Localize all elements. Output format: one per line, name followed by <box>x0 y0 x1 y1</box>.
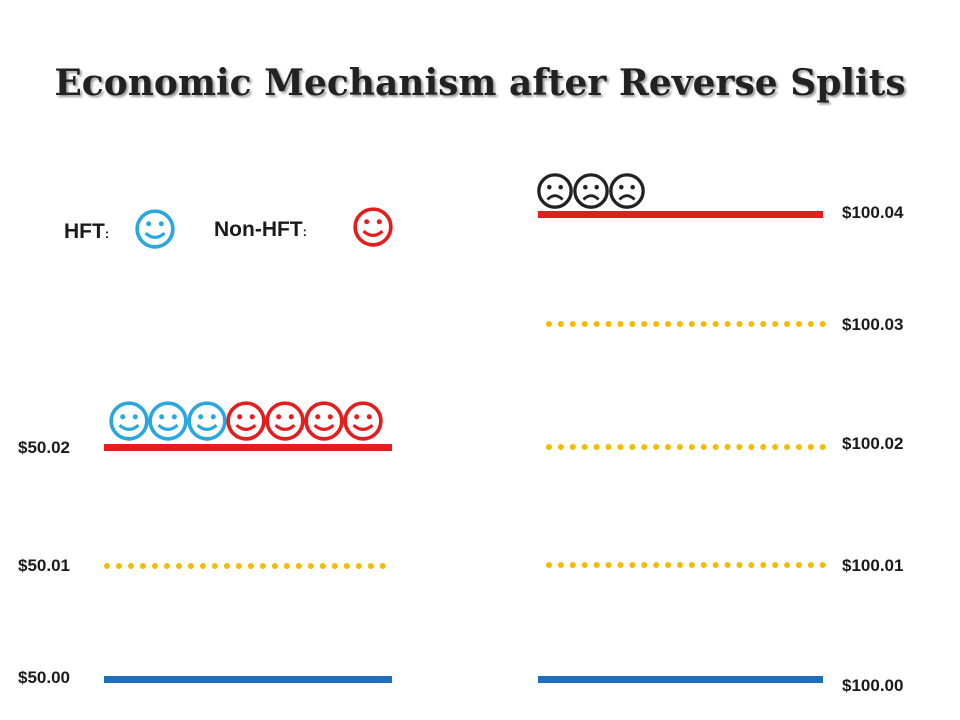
right-price-label: $100.00 <box>842 676 904 695</box>
right-tick-line <box>546 321 826 333</box>
hft-smiley-icon <box>186 400 228 442</box>
sad-face-icon <box>572 172 610 210</box>
right-tick-line <box>546 562 826 574</box>
left-tick-line <box>104 563 386 575</box>
nonhft-smiley-icon <box>342 400 384 442</box>
left-price-label: $50.00 <box>18 668 70 687</box>
left-trader-queue <box>108 400 398 444</box>
right-price-label: $100.03 <box>842 315 904 334</box>
sad-face-icon <box>608 172 646 210</box>
right-trader-queue <box>536 172 666 212</box>
sad-face-icon <box>536 172 574 210</box>
legend-hft-label: HFT <box>64 220 105 243</box>
hft-smiley-icon <box>147 400 189 442</box>
left-bid-line <box>104 676 392 683</box>
nonhft-smiley-icon <box>264 400 306 442</box>
nonhft-smiley-icon <box>352 206 394 253</box>
legend-nonhft-colon: : <box>302 224 307 239</box>
right-price-label: $100.01 <box>842 556 904 575</box>
hft-smiley-icon <box>108 400 150 442</box>
page-title: Economic Mechanism after Reverse Splits <box>54 62 906 104</box>
left-price-label: $50.01 <box>18 556 70 575</box>
left-ask-line <box>104 444 392 451</box>
legend-hft-colon: : <box>104 226 110 241</box>
legend-nonhft: Non-HFT: <box>214 218 307 242</box>
nonhft-smiley-icon <box>303 400 345 442</box>
legend-hft: HFT: <box>64 220 109 244</box>
right-tick-line <box>546 444 826 456</box>
right-ask-line <box>538 211 823 218</box>
right-bid-line <box>538 676 823 683</box>
right-price-label: $100.02 <box>842 434 904 453</box>
hft-smiley-icon <box>134 208 176 255</box>
left-price-label: $50.02 <box>18 438 70 457</box>
legend-nonhft-label: Non-HFT <box>214 218 303 241</box>
right-price-label: $100.04 <box>842 203 904 222</box>
nonhft-smiley-icon <box>225 400 267 442</box>
